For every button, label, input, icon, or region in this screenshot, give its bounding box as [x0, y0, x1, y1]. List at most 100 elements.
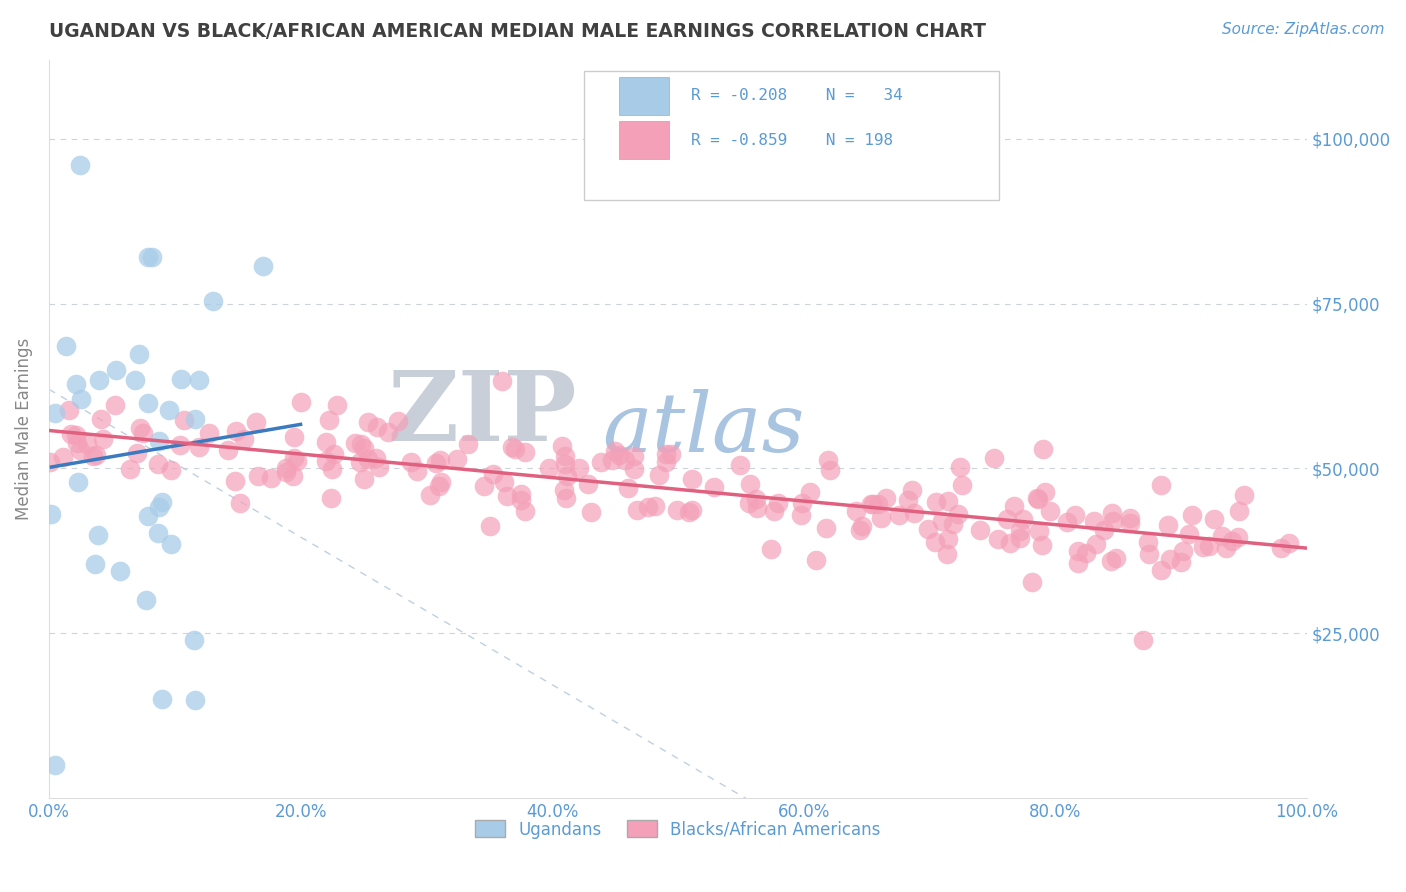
- Point: [551, 439, 574, 453]
- Point: [1119, 510, 1142, 524]
- Point: [457, 437, 479, 451]
- Point: [366, 450, 388, 465]
- Point: [607, 448, 630, 462]
- Point: [323, 447, 346, 461]
- Point: [59, 427, 82, 442]
- Point: [1278, 536, 1301, 550]
- Point: [942, 517, 965, 532]
- Point: [730, 458, 752, 472]
- Point: [65, 376, 87, 391]
- Point: [1039, 504, 1062, 518]
- Point: [936, 532, 959, 546]
- Point: [90, 412, 112, 426]
- Point: [576, 476, 599, 491]
- Point: [1021, 574, 1043, 589]
- Point: [84, 558, 107, 572]
- Point: [252, 259, 274, 273]
- Point: [637, 500, 659, 514]
- Point: [614, 453, 637, 467]
- Point: [950, 478, 973, 492]
- Point: [817, 453, 839, 467]
- Point: [1233, 488, 1256, 502]
- Point: [146, 525, 169, 540]
- Point: [949, 459, 972, 474]
- Point: [860, 497, 883, 511]
- Point: [1012, 512, 1035, 526]
- Point: [105, 363, 128, 377]
- Point: [377, 425, 399, 439]
- Point: [183, 633, 205, 648]
- Point: [1002, 499, 1025, 513]
- Point: [1150, 563, 1173, 577]
- Point: [659, 447, 682, 461]
- Point: [245, 415, 267, 429]
- Point: [44, 758, 66, 772]
- Point: [537, 460, 560, 475]
- Point: [387, 414, 409, 428]
- Point: [509, 492, 531, 507]
- Point: [129, 421, 152, 435]
- Point: [157, 402, 180, 417]
- Point: [425, 456, 447, 470]
- Point: [357, 415, 380, 429]
- Point: [903, 506, 925, 520]
- Point: [1032, 442, 1054, 457]
- Point: [285, 454, 308, 468]
- Point: [350, 436, 373, 450]
- Point: [655, 454, 678, 468]
- Point: [138, 396, 160, 410]
- Point: [995, 512, 1018, 526]
- Point: [1204, 512, 1226, 526]
- Point: [1031, 538, 1053, 552]
- Point: [1159, 552, 1181, 566]
- Point: [554, 491, 576, 506]
- Point: [1010, 524, 1032, 538]
- Y-axis label: Median Male Earnings: Median Male Earnings: [15, 338, 32, 520]
- Point: [274, 461, 297, 475]
- Point: [925, 495, 948, 509]
- Point: [626, 503, 648, 517]
- Point: [124, 373, 146, 387]
- Point: [617, 481, 640, 495]
- Point: [1220, 534, 1243, 549]
- Point: [136, 251, 159, 265]
- Point: [555, 469, 578, 483]
- Point: [681, 502, 703, 516]
- Text: R = -0.208    N =   34: R = -0.208 N = 34: [690, 88, 903, 103]
- Point: [1119, 516, 1142, 531]
- Point: [897, 493, 920, 508]
- Point: [479, 519, 502, 533]
- Point: [198, 425, 221, 440]
- Point: [228, 496, 250, 510]
- Point: [353, 472, 375, 486]
- Point: [969, 523, 991, 537]
- Point: [247, 468, 270, 483]
- Point: [315, 435, 337, 450]
- Point: [1085, 537, 1108, 551]
- Point: [260, 471, 283, 485]
- Point: [768, 496, 790, 510]
- Point: [492, 475, 515, 489]
- Point: [503, 442, 526, 456]
- Text: atlas: atlas: [603, 389, 804, 469]
- Point: [862, 497, 884, 511]
- Point: [936, 494, 959, 508]
- Point: [128, 347, 150, 361]
- Point: [87, 373, 110, 387]
- Point: [1211, 529, 1233, 543]
- Point: [93, 433, 115, 447]
- Point: [1173, 543, 1195, 558]
- Point: [1215, 541, 1237, 555]
- Text: UGANDAN VS BLACK/AFRICAN AMERICAN MEDIAN MALE EARNINGS CORRELATION CHART: UGANDAN VS BLACK/AFRICAN AMERICAN MEDIAN…: [49, 22, 986, 41]
- Point: [1156, 517, 1178, 532]
- Point: [889, 508, 911, 523]
- Point: [472, 479, 495, 493]
- Point: [353, 441, 375, 455]
- Point: [419, 488, 441, 502]
- Point: [875, 491, 897, 506]
- Point: [1227, 530, 1250, 544]
- Point: [110, 564, 132, 578]
- Point: [1137, 547, 1160, 561]
- Point: [148, 500, 170, 514]
- Point: [987, 533, 1010, 547]
